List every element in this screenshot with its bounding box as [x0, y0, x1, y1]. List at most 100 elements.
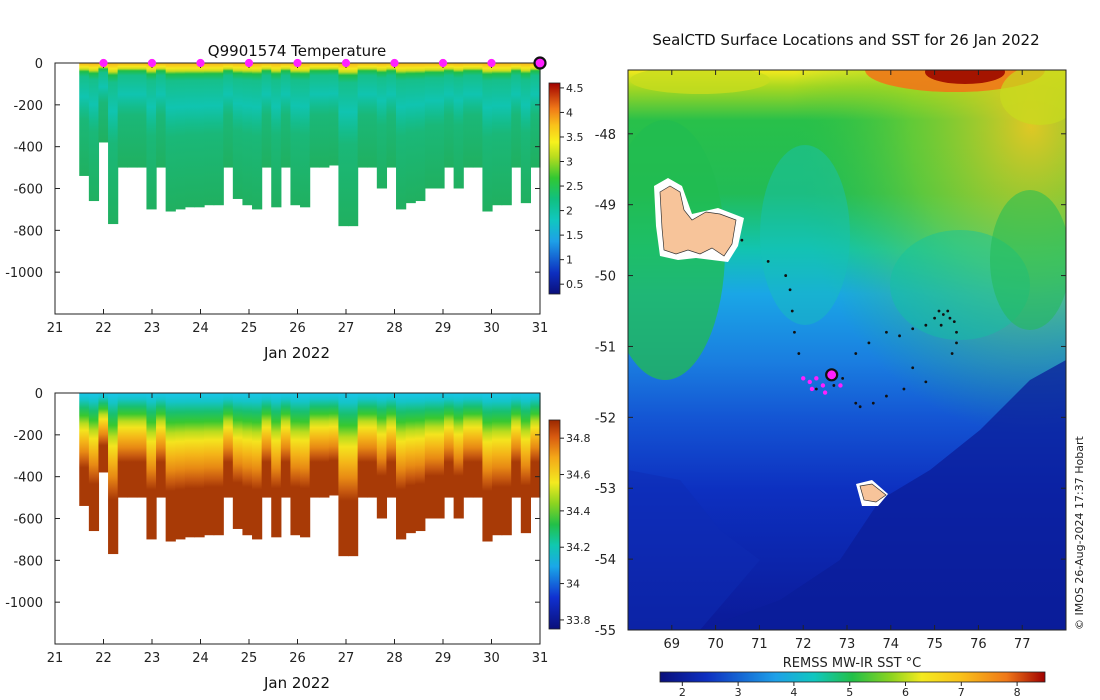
sst-colorbar-tick-label: 8	[1014, 686, 1021, 699]
profile-column	[530, 393, 541, 498]
y-tick-label: 0	[35, 387, 43, 402]
profile-column	[348, 393, 359, 557]
y-tick-label: -800	[13, 224, 43, 239]
surface-profile-marker	[147, 58, 157, 68]
surface-location-point	[801, 376, 806, 381]
y-tick-label: -600	[13, 183, 43, 198]
sst-colorbar-tick-label: 5	[846, 686, 853, 699]
colorbar-tick-label: 4	[566, 106, 573, 119]
lon-tick-label: 77	[1014, 637, 1031, 652]
sst-colorbar-label: REMSS MW-IR SST °C	[783, 656, 922, 671]
lat-tick-label: -48	[595, 128, 616, 143]
profile-column	[367, 63, 378, 168]
profile-column	[405, 63, 416, 204]
profile-column	[357, 63, 368, 168]
track-point	[911, 327, 915, 331]
colorbar-tick-label: 3	[566, 156, 573, 169]
profile-column	[386, 393, 397, 498]
x-tick-label: 22	[95, 651, 112, 666]
x-tick-label: 29	[435, 651, 452, 666]
track-point	[841, 376, 845, 380]
track-point	[924, 323, 928, 327]
kerguelen-island	[654, 178, 744, 262]
colorbar-tick-label: 34.6	[566, 469, 591, 482]
x-tick-label: 28	[386, 321, 403, 336]
sst-colorbar-tick-label: 7	[958, 686, 965, 699]
track-point	[937, 309, 941, 313]
track-point	[911, 366, 915, 370]
lon-tick-label: 69	[664, 637, 681, 652]
profile-column	[386, 63, 397, 168]
surface-profile-marker	[487, 58, 496, 68]
surface-location-point	[820, 383, 826, 388]
x-tick-label: 30	[483, 651, 500, 666]
surface-location-point	[809, 386, 815, 392]
colorbar-tick-label: 1.5	[566, 229, 584, 242]
colorbar-tick-label: 33.8	[566, 614, 591, 627]
colorbar-tick-label: 34.4	[566, 505, 591, 518]
x-tick-label: 25	[241, 651, 258, 666]
track-point	[832, 384, 836, 387]
profile-column	[424, 393, 436, 519]
profile-column	[204, 63, 215, 206]
profile-column	[520, 393, 531, 534]
profile-column	[146, 393, 157, 540]
profile-column	[232, 63, 244, 199]
x-tick-label: 27	[338, 321, 355, 336]
profile-column	[242, 63, 253, 206]
x-tick-label: 28	[386, 651, 403, 666]
profile-column	[223, 63, 234, 168]
colorbar-tick-label: 2	[566, 205, 573, 218]
profile-column	[127, 393, 138, 498]
surface-location-point	[807, 379, 812, 385]
profile-column	[482, 63, 493, 212]
profile-column	[309, 393, 320, 498]
salinity-profiles	[79, 393, 541, 557]
temperature-panel: 21 22 23 24 25 26 27 28 29 30 310-200-400-600-800-…	[5, 42, 583, 362]
profile-column	[156, 63, 167, 168]
profile-column	[501, 63, 512, 206]
temperature-title: Q9901574 Temperature	[208, 42, 386, 60]
profile-column	[252, 63, 263, 210]
y-tick-label: -200	[13, 99, 43, 114]
track-point	[924, 380, 928, 384]
surface-profile-marker	[293, 58, 302, 68]
y-tick-label: -600	[13, 513, 43, 528]
profile-column	[492, 393, 503, 536]
heard-island	[856, 480, 888, 506]
sst-field	[628, 70, 1066, 630]
track-point	[952, 320, 956, 324]
sst-colorbar-tick-label: 6	[902, 686, 909, 699]
surface-profile-marker	[244, 58, 254, 68]
profile-column	[453, 63, 464, 189]
current-location-marker	[825, 368, 839, 382]
lat-tick-label: -52	[595, 411, 616, 426]
x-tick-label: 27	[338, 651, 355, 666]
lat-tick-label: -53	[595, 482, 616, 497]
profile-column	[108, 393, 119, 555]
profile-column	[194, 63, 205, 208]
y-tick-label: -800	[13, 554, 43, 569]
lon-tick-label: 72	[795, 637, 812, 652]
profile-column	[213, 393, 224, 536]
track-point	[858, 405, 862, 409]
seal-track	[740, 238, 958, 409]
track-point	[788, 288, 792, 292]
profile-column	[405, 393, 416, 534]
profile-column	[98, 63, 109, 143]
salinity-colorbar	[548, 419, 561, 630]
profile-column	[271, 393, 282, 538]
track-point	[784, 274, 788, 277]
profile-column	[204, 393, 215, 536]
surface-location-point	[814, 376, 819, 381]
surface-profile-marker	[196, 58, 205, 68]
profile-column	[328, 393, 340, 496]
temperature-xlabel: Jan 2022	[263, 344, 330, 362]
profile-column	[472, 63, 484, 168]
lon-tick-label: 71	[751, 637, 768, 652]
profile-column	[492, 63, 503, 206]
lon-tick-label: 74	[883, 637, 900, 652]
y-tick-label: -400	[13, 471, 43, 486]
profile-column	[415, 63, 426, 202]
track-point	[948, 316, 952, 320]
